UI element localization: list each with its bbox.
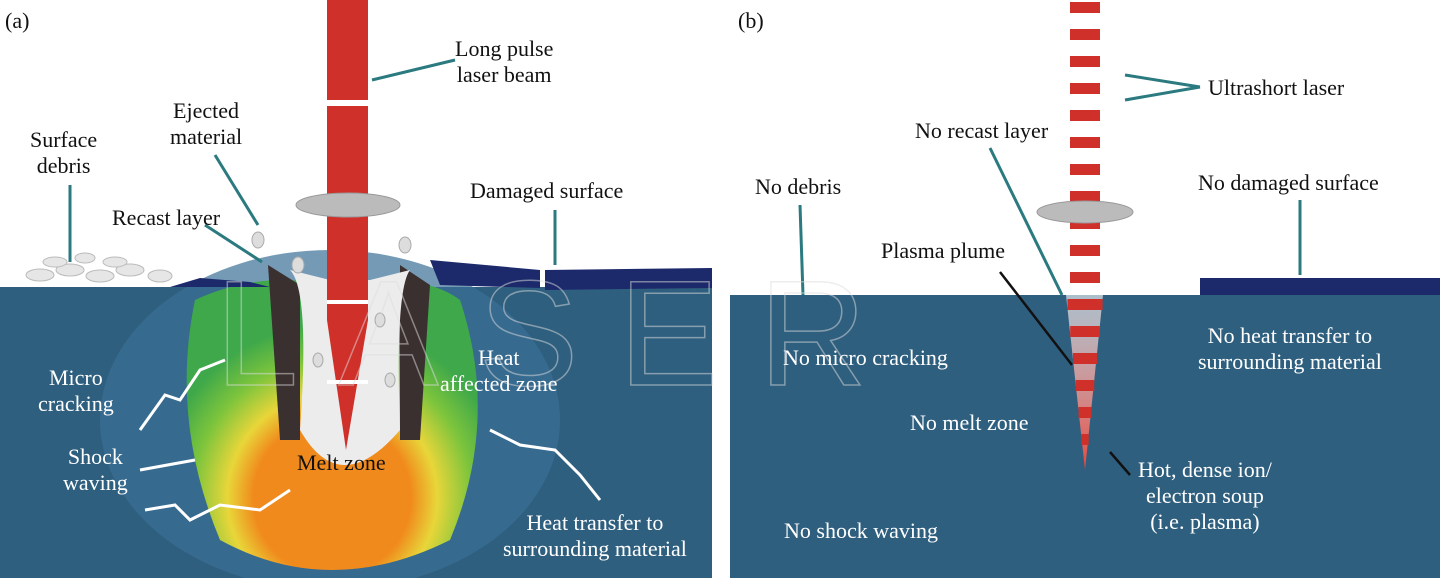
- label-no-heat-transfer: No heat transfer to surrounding material: [1198, 323, 1382, 374]
- ejected-particles: [251, 231, 412, 388]
- laser-pulse: [1070, 245, 1100, 256]
- label-no-recast-layer: No recast layer: [915, 118, 1049, 143]
- laser-pulse: [1070, 137, 1100, 148]
- panel-a-tag: (a): [5, 8, 30, 33]
- watermark: LASER: [215, 249, 907, 417]
- label-no-melt-zone: No melt zone: [910, 410, 1029, 435]
- laser-pulse: [1070, 326, 1100, 337]
- label-surface-debris: Surface debris: [30, 127, 98, 178]
- laser-pulse: [1075, 380, 1095, 391]
- laser-pulse: [1070, 110, 1100, 121]
- laser-pulse: [1070, 164, 1100, 175]
- laser-pulse: [1081, 434, 1089, 445]
- label-damaged-surface: Damaged surface: [470, 178, 624, 203]
- recast-layer-left: [268, 265, 300, 440]
- laser-pulse: [1067, 299, 1103, 310]
- label-micro-cracking: Micro cracking: [38, 365, 114, 416]
- lens-b: [1036, 200, 1134, 224]
- label-plasma: Hot, dense ion/ electron soup (i.e. plas…: [1138, 457, 1272, 534]
- surface-debris: [25, 252, 173, 283]
- recast-layer-right: [400, 265, 430, 440]
- cracks: [138, 358, 602, 522]
- label-heat-transfer: Heat transfer to surrounding material: [503, 510, 687, 561]
- label-heat-affected-zone: Heat affected zone: [440, 345, 558, 396]
- laser-pulse: [1070, 2, 1100, 13]
- damaged-surface: [170, 260, 712, 290]
- label-shock-waving: Shock waving: [63, 444, 128, 495]
- label-melt-zone: Melt zone: [297, 450, 386, 475]
- label-no-micro-cracking: No micro cracking: [783, 345, 948, 370]
- laser-pulse: [1070, 83, 1100, 94]
- label-no-damaged-surface: No damaged surface: [1198, 170, 1379, 195]
- label-recast-layer: Recast layer: [112, 205, 221, 230]
- laser-pulse: [1078, 407, 1092, 418]
- laser-pulse: [1070, 191, 1100, 202]
- laser-pulse: [1070, 56, 1100, 67]
- lens-a: [295, 192, 401, 218]
- leader-lines-a: [68, 58, 557, 265]
- laser-pulse: [1070, 272, 1100, 283]
- long-pulse-beam: [327, 0, 368, 450]
- laser-pulse: [1070, 29, 1100, 40]
- label-ultrashort-laser: Ultrashort laser: [1208, 75, 1345, 100]
- leader-lines-b: [798, 73, 1302, 296]
- laser-pulse: [1072, 353, 1098, 364]
- label-no-debris: No debris: [755, 174, 842, 199]
- label-no-shock-waving: No shock waving: [784, 518, 938, 543]
- surface-strip-b: [1200, 278, 1440, 295]
- panel-b-tag: (b): [738, 8, 764, 33]
- label-long-pulse-beam: Long pulse laser beam: [455, 36, 554, 87]
- label-ejected-material: Ejected material: [170, 98, 243, 149]
- label-plasma-plume: Plasma plume: [881, 238, 1006, 263]
